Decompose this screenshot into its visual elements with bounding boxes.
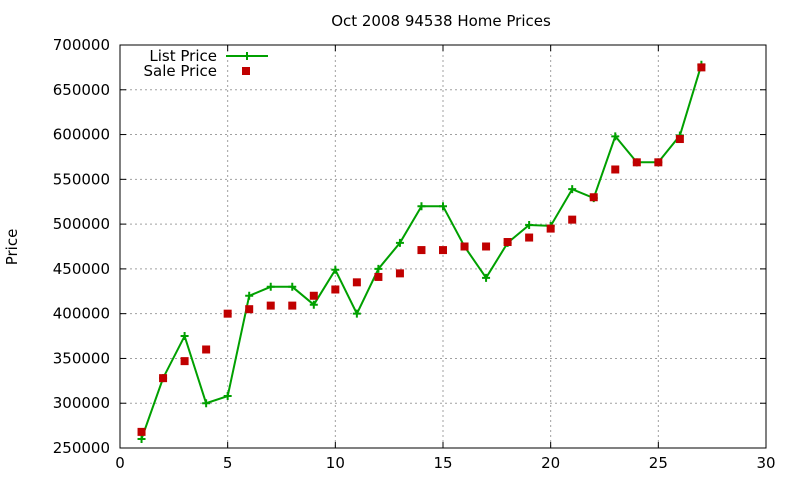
sale-price-point: [611, 165, 620, 174]
list-price-point: [374, 264, 383, 273]
list-price-point: [525, 221, 534, 230]
sale-price-point: [309, 291, 318, 300]
x-tick-label: 20: [541, 454, 560, 472]
y-tick-label: 450000: [53, 260, 110, 278]
list-price-point: [245, 291, 254, 300]
legend-sample-sale: [242, 67, 250, 75]
sale-price-point: [589, 193, 598, 202]
list-price-point: [202, 399, 211, 408]
list-price-point: [417, 202, 426, 211]
sale-price-point: [180, 357, 189, 366]
x-tick-label: 30: [756, 454, 775, 472]
list-price-point: [352, 309, 361, 318]
sale-price-point: [546, 224, 555, 233]
y-tick-label: 500000: [53, 215, 110, 233]
x-tick-label: 25: [649, 454, 668, 472]
y-axis-label: Price: [3, 229, 21, 266]
legend: List Price Sale Price: [144, 47, 268, 80]
list-price-point: [137, 435, 146, 444]
sale-price-point: [266, 301, 275, 310]
list-price-point: [266, 282, 275, 291]
sale-price-point: [439, 246, 447, 255]
sale-price-point: [245, 305, 254, 314]
y-tick-label: 250000: [53, 439, 110, 457]
sale-price-point: [417, 246, 426, 255]
x-tick-label: 0: [115, 454, 125, 472]
sale-price-point: [395, 269, 404, 278]
sale-price-point: [675, 135, 684, 144]
legend-label-sale: Sale Price: [144, 62, 217, 80]
sale-price-point: [632, 158, 641, 167]
legend-sample-list-marker: [243, 52, 251, 60]
list-price-point: [180, 332, 189, 341]
sale-price-point: [568, 215, 577, 224]
legend-label-list: List Price: [149, 47, 217, 65]
y-tick-label: 350000: [53, 349, 110, 367]
sale-price-point: [223, 309, 232, 318]
sale-price-point: [525, 233, 534, 242]
list-price-point: [611, 132, 620, 141]
sale-price-point: [352, 278, 361, 287]
sale-price-point: [374, 272, 383, 281]
sale-price-point: [460, 242, 469, 251]
axis-ticks: 0 5 10 15 20 25 30 250000 300000 350000 400000 4500…: [53, 36, 776, 472]
y-tick-label: 550000: [53, 170, 110, 188]
list-price-point: [568, 185, 577, 194]
list-price-point: [395, 238, 404, 247]
y-tick-label: 400000: [53, 305, 110, 323]
list-price-point: [331, 265, 340, 274]
sale-price-point: [654, 158, 663, 167]
list-price-point: [482, 273, 491, 282]
chart-title: Oct 2008 94538 Home Prices: [331, 12, 551, 30]
list-price-point: [439, 202, 447, 211]
list-price-point: [288, 282, 297, 291]
sale-price-point: [482, 242, 491, 251]
sale-price-point: [159, 374, 168, 383]
sale-price-point: [331, 285, 340, 294]
x-tick-label: 15: [433, 454, 452, 472]
x-tick-label: 10: [326, 454, 345, 472]
y-tick-label: 650000: [53, 81, 110, 99]
series: [137, 60, 706, 444]
list-price-point: [309, 300, 318, 309]
list-price-point: [223, 392, 232, 401]
y-tick-label: 600000: [53, 126, 110, 144]
sale-price-point: [503, 238, 512, 247]
sale-price-point: [697, 63, 706, 72]
y-tick-label: 300000: [53, 394, 110, 412]
sale-price-point: [137, 427, 146, 436]
x-tick-label: 5: [223, 454, 233, 472]
sale-price-point: [202, 345, 211, 354]
y-tick-label: 700000: [53, 36, 110, 54]
sale-price-point: [288, 301, 297, 310]
